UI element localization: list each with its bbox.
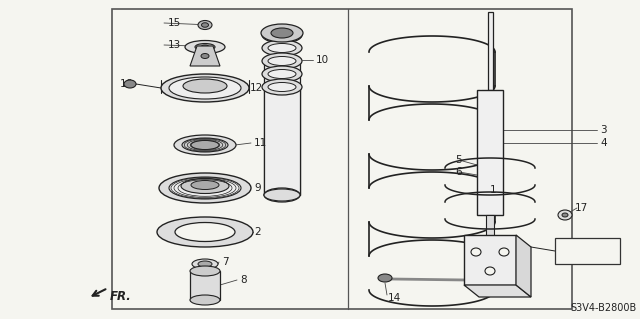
Ellipse shape: [268, 31, 296, 40]
Bar: [477, 90, 503, 215]
Ellipse shape: [262, 40, 302, 56]
Text: 9: 9: [254, 183, 260, 193]
Ellipse shape: [271, 28, 293, 38]
Bar: [190, 271, 220, 300]
Ellipse shape: [175, 222, 235, 241]
Text: S3V4-B2800B: S3V4-B2800B: [570, 303, 636, 313]
Ellipse shape: [262, 53, 302, 69]
Ellipse shape: [261, 24, 303, 42]
Ellipse shape: [190, 266, 220, 276]
Text: 14: 14: [388, 293, 401, 303]
Ellipse shape: [124, 80, 136, 88]
Ellipse shape: [192, 259, 218, 269]
Ellipse shape: [157, 217, 253, 247]
Text: 3: 3: [600, 125, 607, 135]
Ellipse shape: [198, 20, 212, 29]
Ellipse shape: [201, 45, 209, 49]
Ellipse shape: [485, 267, 495, 275]
Bar: [464, 235, 516, 285]
Bar: [488, 12, 493, 90]
Ellipse shape: [198, 261, 212, 267]
Ellipse shape: [190, 295, 220, 305]
Ellipse shape: [191, 140, 219, 150]
Text: 7: 7: [222, 257, 228, 267]
Ellipse shape: [264, 188, 300, 202]
Polygon shape: [516, 235, 531, 297]
Ellipse shape: [195, 43, 215, 50]
Text: 6: 6: [455, 167, 461, 177]
Text: 11: 11: [254, 138, 268, 148]
Ellipse shape: [183, 79, 227, 93]
Text: FR.: FR.: [110, 290, 132, 302]
Text: 13: 13: [168, 40, 181, 50]
Ellipse shape: [181, 179, 229, 194]
Ellipse shape: [185, 41, 225, 54]
Text: B-27: B-27: [560, 244, 592, 257]
Bar: [264, 60, 300, 195]
Text: 16: 16: [120, 79, 133, 89]
Ellipse shape: [378, 274, 392, 282]
Text: 17: 17: [575, 203, 588, 213]
Bar: [112, 9, 572, 309]
Text: 15: 15: [168, 18, 181, 28]
Ellipse shape: [499, 248, 509, 256]
Ellipse shape: [191, 181, 219, 189]
Ellipse shape: [268, 70, 296, 78]
Ellipse shape: [201, 54, 209, 58]
Text: 4: 4: [600, 138, 607, 148]
Ellipse shape: [262, 66, 302, 82]
Text: 10: 10: [316, 55, 329, 65]
Ellipse shape: [471, 248, 481, 256]
Ellipse shape: [169, 77, 241, 99]
Ellipse shape: [562, 213, 568, 217]
Text: 8: 8: [240, 275, 246, 285]
Ellipse shape: [264, 189, 300, 201]
Text: 1: 1: [490, 185, 497, 195]
Ellipse shape: [262, 79, 302, 95]
Ellipse shape: [268, 43, 296, 53]
Ellipse shape: [174, 135, 236, 155]
Text: 12: 12: [250, 83, 263, 93]
Ellipse shape: [262, 27, 302, 43]
Ellipse shape: [159, 173, 251, 203]
Ellipse shape: [268, 83, 296, 92]
Text: 2: 2: [254, 227, 260, 237]
Polygon shape: [464, 285, 531, 297]
Ellipse shape: [202, 23, 209, 27]
Polygon shape: [555, 238, 620, 264]
Ellipse shape: [169, 177, 241, 199]
Bar: [486, 215, 494, 240]
Text: 5: 5: [455, 155, 461, 165]
Ellipse shape: [161, 74, 249, 102]
Ellipse shape: [268, 56, 296, 65]
Ellipse shape: [182, 138, 228, 152]
Polygon shape: [190, 46, 220, 66]
Ellipse shape: [558, 210, 572, 220]
